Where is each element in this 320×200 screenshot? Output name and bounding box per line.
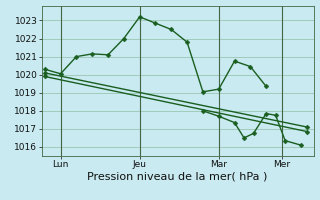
X-axis label: Pression niveau de la mer( hPa ): Pression niveau de la mer( hPa ) (87, 172, 268, 182)
